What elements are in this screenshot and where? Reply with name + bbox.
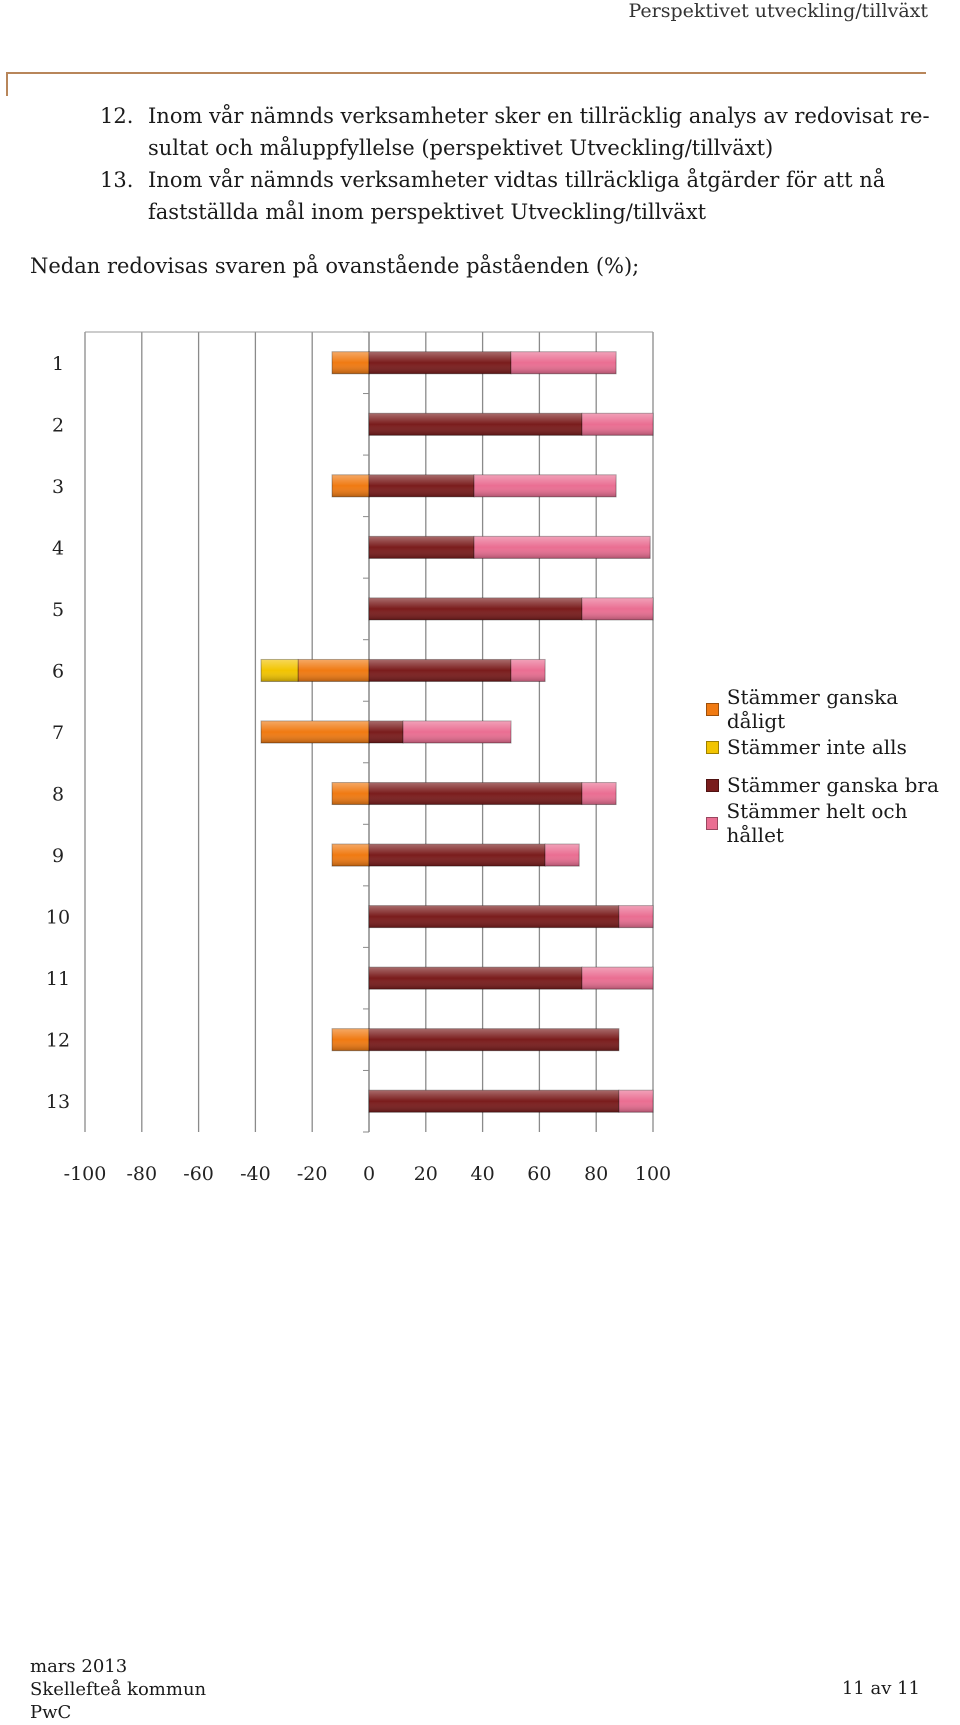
x-tick-label: 100 (635, 1163, 671, 1185)
bar-segment-shade (369, 536, 475, 559)
header-rule (6, 72, 926, 74)
statement-text: Inom vår nämnds verksamheter sker en til… (148, 104, 930, 160)
bar-segment-shade (332, 1028, 369, 1051)
category-label: 7 (52, 722, 64, 744)
bar-segment-shade (369, 474, 475, 497)
bar-segment-shade (474, 474, 617, 497)
bar-segment-shade (332, 474, 369, 497)
category-label: 10 (46, 907, 70, 929)
legend-item: Stämmer helt och hållet (706, 799, 960, 847)
x-tick-label: -60 (183, 1163, 214, 1185)
category-label: 3 (52, 476, 64, 498)
x-tick-label: -100 (64, 1163, 107, 1185)
legend-swatch (706, 702, 719, 716)
bar-segment-shade (369, 1090, 619, 1113)
x-tick-label: -40 (240, 1163, 271, 1185)
bar-segment-shade (582, 967, 653, 990)
intro-text: Nedan redovisas svaren på ovanstående på… (30, 254, 640, 278)
page-number: 11 av 11 (841, 1678, 920, 1699)
bar-segment-shade (369, 905, 619, 928)
statement-number: 13. (100, 168, 134, 192)
bar-segment-shade (582, 782, 617, 805)
bar-segment-shade (369, 659, 511, 682)
header-rule-corner (6, 72, 8, 96)
category-label: 5 (52, 599, 64, 621)
header-title: Perspektivet utveckling/tillväxt (628, 0, 928, 22)
category-label: 9 (52, 845, 64, 867)
bar-segment-shade (369, 351, 511, 374)
statement-text: Inom vår nämnds verksamheter vidtas till… (148, 168, 886, 224)
x-tick-label: 80 (584, 1163, 608, 1185)
bar-segment-shade (618, 1090, 653, 1113)
category-label: 4 (52, 537, 64, 559)
x-tick-label: -80 (126, 1163, 157, 1185)
bar-segment-shade (582, 413, 653, 436)
statement-item: 12. Inom vår nämnds verksamheter sker en… (100, 100, 930, 164)
legend-item: Stämmer ganska dåligt (706, 685, 960, 733)
bar-segment-shade (474, 536, 651, 559)
legend-item: Stämmer ganska bra (706, 766, 960, 804)
statement-item: 13. Inom vår nämnds verksamheter vidtas … (100, 164, 930, 228)
chart-legend: Stämmer ganska dåligt Stämmer inte alls … (706, 685, 960, 847)
bar-segment-shade (369, 967, 582, 990)
legend-label: Stämmer inte alls (727, 735, 907, 759)
bar-segment-shade (369, 597, 582, 620)
x-tick-label: 20 (414, 1163, 438, 1185)
category-label: 6 (52, 660, 64, 682)
statement-number: 12. (100, 104, 134, 128)
x-tick-label: 40 (471, 1163, 495, 1185)
x-tick-label: -20 (297, 1163, 328, 1185)
bar-segment-shade (261, 659, 298, 682)
legend-label: Stämmer ganska dåligt (726, 685, 899, 733)
category-label: 13 (46, 1091, 70, 1113)
bar-segment-shade (369, 413, 582, 436)
legend-label: Stämmer helt och hållet (726, 799, 908, 847)
legend-swatch (706, 740, 719, 754)
legend-label: Stämmer ganska bra (727, 773, 939, 797)
bar-segment-shade (332, 351, 369, 374)
bar-segment-shade (511, 351, 617, 374)
bar-segment-shade (511, 659, 546, 682)
footer-date: mars 2013 (30, 1656, 128, 1677)
bar-segment-shade (298, 659, 369, 682)
category-label: 1 (52, 353, 64, 375)
bar-segment-shade (618, 905, 653, 928)
footer-company: PwC (30, 1702, 72, 1723)
statement-list: 12. Inom vår nämnds verksamheter sker en… (100, 100, 930, 228)
category-label: 11 (46, 968, 70, 990)
bar-segment-shade (261, 721, 369, 743)
bar-segment-shade (582, 597, 653, 620)
bar-segment-shade (403, 721, 511, 743)
footer-org: Skellefteå kommun (30, 1679, 207, 1700)
category-label: 8 (52, 784, 64, 806)
chart: 1 2 3 4 5 6 7 8 9 10 11 12 13 -100 -80 -60 -40 -20 0 20 40 60… (0, 320, 960, 1220)
bar-segment-shade (369, 1028, 619, 1051)
bar-segment-shade (332, 782, 369, 805)
bar-segment-shade (369, 782, 582, 805)
x-tick-label: 60 (527, 1163, 551, 1185)
legend-swatch (706, 816, 719, 830)
legend-item: Stämmer inte alls (706, 728, 960, 766)
bar-segment-shade (332, 844, 369, 867)
bar-segment-shade (369, 844, 546, 867)
category-label: 12 (46, 1030, 70, 1052)
footer: mars 2013 Skellefteå kommun PwC (30, 1655, 206, 1724)
bar-segment-shade (369, 721, 404, 743)
x-tick-label: 0 (363, 1163, 375, 1185)
category-label: 2 (52, 414, 64, 436)
legend-swatch (706, 778, 719, 792)
bar-segment-shade (545, 844, 580, 867)
